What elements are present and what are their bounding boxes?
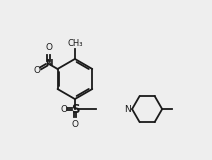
Text: CH₃: CH₃ (67, 39, 83, 48)
Text: N: N (45, 59, 52, 68)
Text: O: O (61, 105, 68, 114)
Text: S: S (71, 103, 79, 116)
Text: O: O (71, 120, 78, 129)
Text: O: O (33, 66, 40, 75)
Text: O: O (45, 43, 52, 52)
Text: N: N (124, 105, 131, 114)
